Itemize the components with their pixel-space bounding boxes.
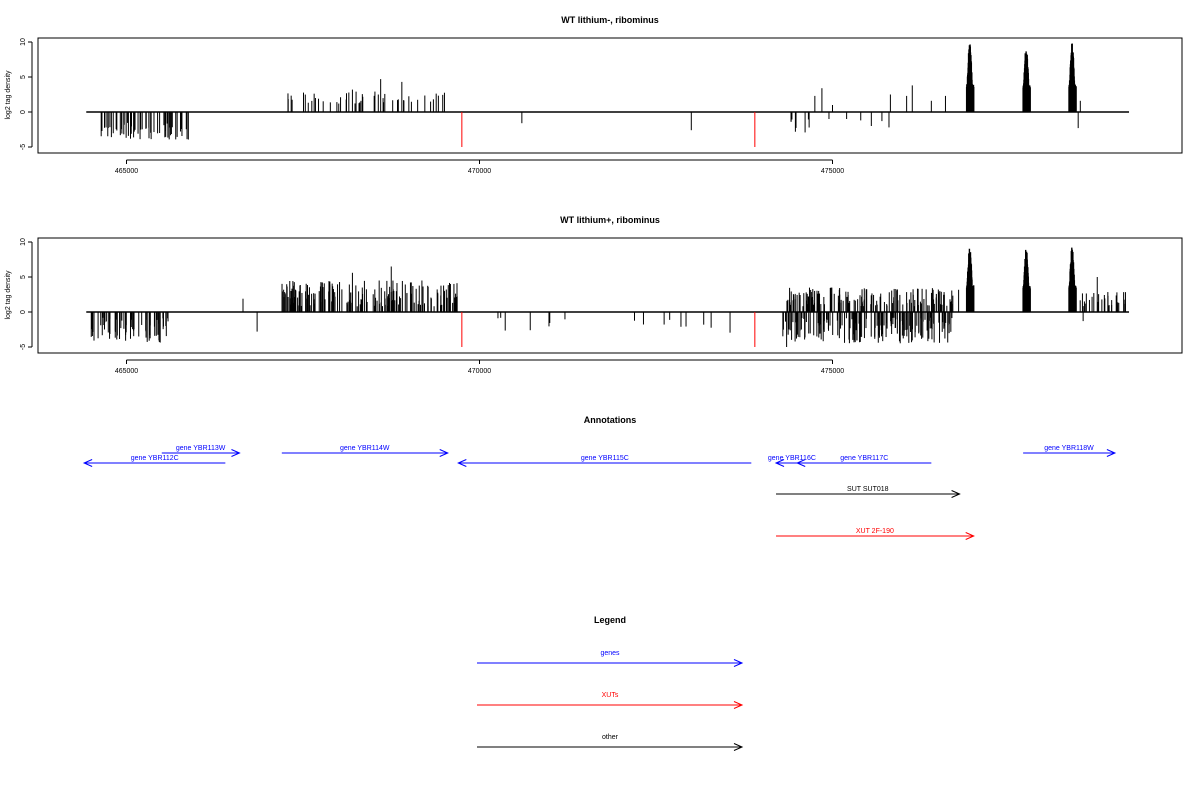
feature-arrow: gene YBR112C [82,455,226,467]
x-tick-label: 475000 [821,368,844,375]
axes: -5 0 5 10 465000 470000 475000 [20,238,844,375]
y-tick-label: 10 [20,38,27,46]
x-tick-label: 470000 [468,168,491,175]
legend-items: genes XUTs other [477,650,744,751]
legend-item: genes [477,650,744,667]
axes: -5 0 5 10 465000 470000 475000 [20,38,844,175]
legend-item: XUTs [477,692,744,709]
arrow-head [82,459,93,467]
legend: Legend genes XUTs other [477,615,744,751]
bar-series [86,43,1130,140]
feature-label: gene YBR117C [840,455,888,462]
annotations-title: Annotations [584,415,637,425]
arrow-head [231,449,241,457]
arrow-head [733,701,744,709]
feature-label: XUT 2F-190 [856,528,894,535]
bar-series [86,247,1130,347]
y-tick-label: -5 [20,144,27,150]
legend-label: XUTs [602,692,619,699]
arrow-head [733,659,744,667]
x-tick-label: 475000 [821,168,844,175]
legend-item: other [477,734,744,751]
feature-label: gene YBR112C [131,455,179,462]
legend-label: other [602,734,619,741]
track-panel-lithium-plus: WT lithium+, ribominus log2 tag density … [5,215,1183,375]
y-tick-label: 5 [20,75,27,79]
feature-label: gene YBR114W [340,445,390,452]
feature-arrow: SUT SUT018 [776,486,961,498]
feature-arrow: XUT 2F-190 [776,528,975,540]
y-tick-label: 5 [20,275,27,279]
arrow-head [951,490,961,498]
arrow-head [795,459,806,467]
feature-arrow: gene YBR113W [161,445,241,457]
plot-frame [37,37,1183,154]
feature-arrow: gene YBR115C [457,455,752,467]
arrow-head [1106,449,1117,457]
feature-arrow: gene YBR117C [795,455,932,467]
feature-arrow: gene YBR116C [768,455,816,467]
marker-series [461,312,756,347]
y-axis-label: log2 tag density [5,270,12,320]
panel-title: WT lithium+, ribominus [560,215,660,225]
plot-frame [37,237,1183,354]
y-tick-label: 0 [20,310,27,314]
feature-label: gene YBR116C [768,455,816,462]
y-tick-label: 0 [20,110,27,114]
arrow-head [774,459,785,467]
arrow-head [733,743,744,751]
y-tick-label: 10 [20,238,27,246]
arrow-head [457,459,467,467]
y-axis-label: log2 tag density [5,70,12,120]
x-tick-label: 465000 [115,368,138,375]
marker-series [461,112,756,147]
feature-label: gene YBR118W [1044,445,1094,452]
feature-arrow: gene YBR114W [281,445,449,457]
legend-label: genes [600,650,620,657]
legend-title: Legend [594,615,626,625]
x-tick-label: 465000 [115,168,138,175]
arrow-head [965,532,975,540]
feature-list: gene YBR112C gene YBR113W gene YBR114W gene… [82,445,1117,540]
feature-arrow: gene YBR118W [1023,445,1117,457]
feature-label: SUT SUT018 [847,486,889,493]
feature-label: gene YBR113W [176,445,226,452]
panel-title: WT lithium-, ribominus [561,15,659,25]
y-tick-label: -5 [20,344,27,350]
arrow-head [439,449,449,457]
x-tick-label: 470000 [468,368,491,375]
track-panel-lithium-minus: WT lithium-, ribominus log2 tag density … [5,15,1183,175]
feature-label: gene YBR115C [581,455,629,462]
